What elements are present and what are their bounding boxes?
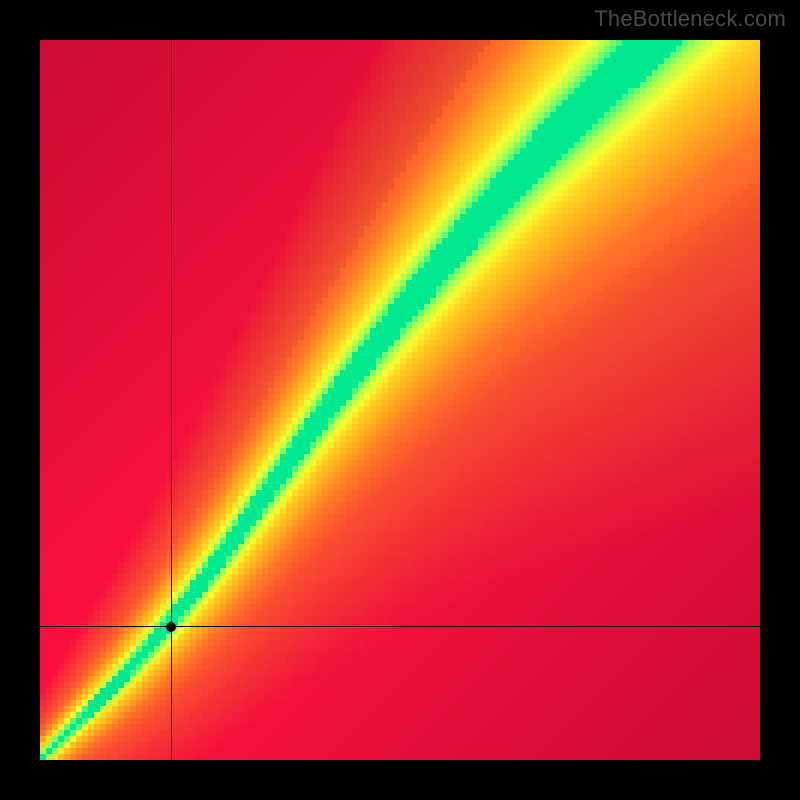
chart-frame: TheBottleneck.com (0, 0, 800, 800)
crosshair-marker (166, 622, 176, 632)
crosshair-vertical (171, 40, 172, 760)
watermark-text: TheBottleneck.com (594, 6, 786, 32)
crosshair-horizontal (40, 626, 760, 627)
bottleneck-heatmap (40, 40, 760, 760)
